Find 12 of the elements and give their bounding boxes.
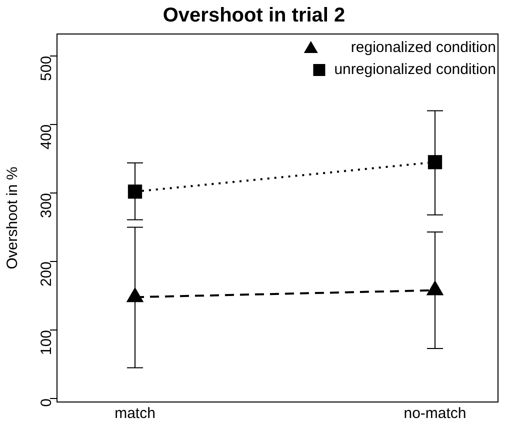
- y-tick-label: 100: [38, 330, 56, 356]
- x-tick-label: match: [114, 405, 156, 422]
- x-tick-label: no-match: [404, 405, 466, 422]
- y-tick-label: 0: [38, 398, 56, 407]
- y-axis-title: Overshoot in %: [4, 166, 22, 270]
- y-tick-label: 500: [38, 56, 56, 81]
- y-tick-label: 200: [38, 262, 56, 287]
- y-tick-label: 400: [38, 124, 56, 150]
- legend-label: regionalized condition: [350, 39, 496, 56]
- y-tick-label: 300: [38, 192, 56, 218]
- chart-title: Overshoot in trial 2: [162, 4, 346, 27]
- legend-label: unregionalized condition: [334, 61, 496, 78]
